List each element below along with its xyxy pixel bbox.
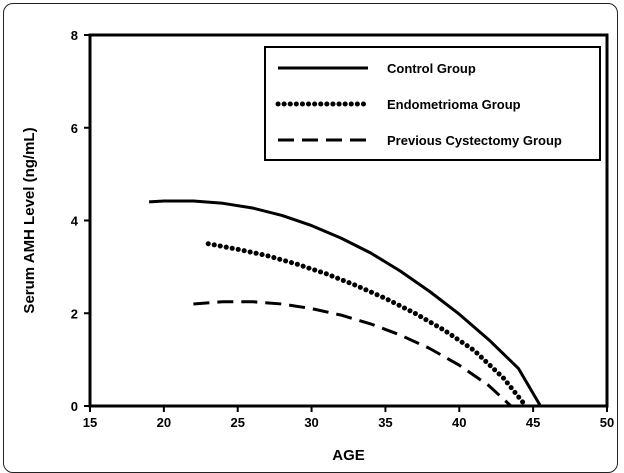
x-tick-label: 35: [378, 415, 392, 430]
y-tick-label: 8: [71, 28, 78, 43]
legend: Control Group Endometrioma Group Previous …: [264, 46, 601, 161]
x-tick-label: 30: [304, 415, 318, 430]
legend-label: Previous Cystectomy Group: [387, 133, 562, 148]
x-tick-label: 15: [83, 415, 97, 430]
x-tick-label: 40: [452, 415, 466, 430]
series-line-solid: [149, 199, 542, 407]
y-axis-ticks: 0 2 4 6 8: [71, 28, 90, 414]
x-axis-title: AGE: [332, 447, 365, 464]
legend-label: Endometrioma Group: [387, 97, 521, 112]
series-line-dotted: [205, 241, 529, 409]
x-axis-ticks: 15 20 25 30 35 40 45 50: [83, 406, 614, 430]
y-tick-label: 0: [71, 399, 78, 414]
x-tick-label: 45: [526, 415, 540, 430]
series-layer: [149, 199, 542, 409]
y-axis-title: Serum AMH Level (ng/mL): [21, 127, 38, 313]
y-tick-label: 4: [71, 214, 79, 229]
x-tick-label: 20: [157, 415, 171, 430]
series-line-dashed: [193, 300, 513, 408]
y-tick-label: 6: [71, 121, 78, 136]
x-tick-label: 25: [230, 415, 244, 430]
legend-label: Control Group: [387, 61, 476, 76]
y-tick-label: 2: [71, 306, 78, 321]
x-tick-label: 50: [600, 415, 614, 430]
legend-items: Control Group Endometrioma Group Previous …: [275, 61, 562, 148]
